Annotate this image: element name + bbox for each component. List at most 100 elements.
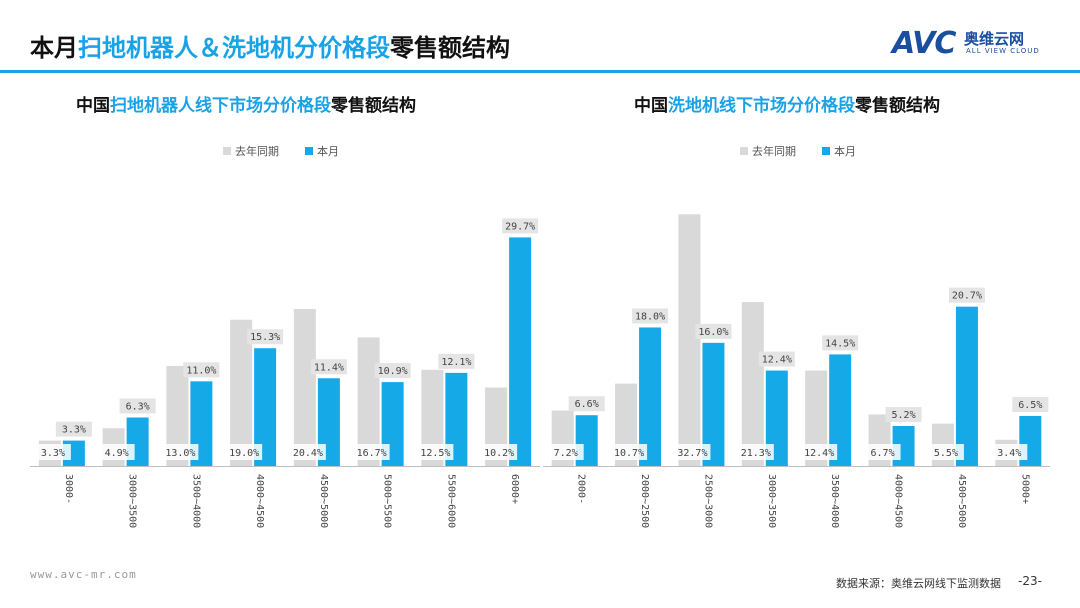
category-label-1: 2000~2500 [639, 474, 650, 528]
label-bg-curr-5 [885, 406, 922, 422]
data-label-curr-4: 14.5% [825, 338, 855, 349]
bar-prev-3 [741, 302, 764, 466]
label-bg-prev-6 [927, 444, 964, 460]
bar-prev-5 [357, 337, 380, 466]
data-label-curr-5: 5.2% [892, 410, 916, 421]
data-label-prev-0: 7.2% [554, 448, 578, 459]
page-number: -23- [1018, 574, 1042, 588]
label-bg-prev-5 [864, 444, 901, 460]
bar-curr-6 [955, 306, 978, 466]
category-label-7: 5000+ [1019, 474, 1030, 504]
footer-source: 数据来源：奥维云网线下监测数据 [836, 577, 1001, 590]
category-label-2: 3500~4000 [190, 474, 201, 528]
data-label-prev-5: 6.7% [871, 448, 895, 459]
label-bg-curr-1 [632, 308, 669, 324]
label-bg-curr-2 [695, 323, 732, 339]
label-bg-prev-3 [226, 444, 263, 460]
chart-title-robot-vacuum: 中国扫地机器人线下市场分价格段零售额结构 [76, 96, 416, 116]
chart-title-floor-washer: 中国洗地机线下市场分价格段零售额结构 [634, 96, 940, 116]
category-label-3: 3000~3500 [766, 474, 777, 528]
chart-1: 去年同期 本月 7.2% 6.6% 2000- 10.7% 18.0% 2000~2500 32… [543, 144, 1050, 528]
header-divider [0, 70, 1080, 73]
label-bg-curr-6 [438, 353, 475, 369]
chart-0: 去年同期 本月 3.3% 3.3% 3000- 4.9% 6.3% 3000~3500 13.0… [30, 144, 540, 528]
label-bg-curr-3 [247, 329, 284, 345]
bar-prev-3 [230, 319, 253, 466]
data-label-curr-7: 29.7% [505, 221, 535, 232]
bar-curr-4 [829, 354, 852, 466]
data-label-prev-4: 20.4% [293, 448, 323, 459]
bar-prev-4 [293, 308, 316, 466]
category-label-6: 4500~5000 [956, 474, 967, 528]
legend-swatch-1 [822, 147, 830, 155]
bar-curr-6 [445, 372, 468, 466]
label-bg-prev-2 [162, 444, 199, 460]
label-bg-curr-7 [502, 218, 539, 234]
category-label-3: 4000~4500 [254, 474, 265, 528]
label-bg-prev-7 [991, 444, 1028, 460]
category-label-2: 2500~3000 [702, 474, 713, 528]
label-bg-curr-0 [55, 421, 92, 437]
data-label-prev-6: 12.5% [420, 448, 450, 459]
legend-label-0: 去年同期 [235, 144, 279, 158]
bar-curr-1 [639, 327, 662, 466]
bar-prev-4 [805, 370, 828, 466]
data-label-prev-1: 4.9% [105, 448, 129, 459]
data-label-curr-5: 10.9% [378, 366, 408, 377]
label-bg-prev-1 [98, 444, 135, 460]
avc-logo: AVC 奥维云网 ALL VIEW CLOUD [892, 26, 1062, 61]
label-bg-prev-0 [547, 444, 584, 460]
data-label-prev-0: 3.3% [41, 448, 65, 459]
data-label-curr-4: 11.4% [314, 362, 344, 373]
data-label-prev-2: 13.0% [165, 448, 195, 459]
data-label-prev-3: 21.3% [741, 448, 771, 459]
footer-url: www.avc-mr.com [30, 568, 137, 581]
data-label-curr-3: 12.4% [762, 355, 792, 366]
bar-prev-2 [166, 365, 189, 466]
label-bg-curr-2 [183, 362, 220, 378]
legend-swatch-0 [740, 147, 748, 155]
category-label-0: 3000- [63, 474, 74, 504]
page-title: 本月扫地机器人＆洗地机分价格段零售额结构 [30, 34, 510, 62]
label-bg-prev-4 [801, 444, 838, 460]
data-label-prev-4: 12.4% [804, 448, 834, 459]
data-label-curr-3: 15.3% [250, 332, 280, 343]
category-label-0: 2000- [576, 474, 587, 504]
data-label-prev-7: 10.2% [484, 448, 514, 459]
data-label-prev-3: 19.0% [229, 448, 259, 459]
data-label-curr-2: 16.0% [698, 327, 728, 338]
label-bg-curr-3 [758, 351, 795, 367]
label-bg-curr-6 [948, 287, 985, 303]
category-label-6: 5500~6000 [445, 474, 456, 528]
legend-swatch-1 [305, 147, 313, 155]
label-bg-curr-0 [568, 396, 605, 412]
label-bg-prev-0 [34, 444, 71, 460]
data-label-curr-1: 6.3% [126, 402, 150, 413]
bar-prev-6 [421, 369, 444, 466]
data-label-curr-1: 18.0% [635, 311, 665, 322]
label-bg-prev-1 [611, 444, 648, 460]
bar-prev-2 [678, 214, 701, 466]
label-bg-prev-4 [289, 444, 326, 460]
logo-english-name: ALL VIEW CLOUD [966, 47, 1040, 55]
bar-curr-7 [509, 237, 532, 466]
category-label-4: 3500~4000 [829, 474, 840, 528]
data-label-curr-6: 20.7% [952, 291, 982, 302]
category-label-1: 3000~3500 [127, 474, 138, 528]
legend-swatch-0 [223, 147, 231, 155]
legend-label-0: 去年同期 [752, 144, 796, 158]
category-label-7: 6000+ [509, 474, 520, 504]
category-label-5: 4000~4500 [893, 474, 904, 528]
category-label-4: 4500~5000 [318, 474, 329, 528]
label-bg-curr-4 [310, 359, 347, 375]
data-label-prev-5: 16.7% [357, 448, 387, 459]
legend-label-1: 本月 [317, 144, 339, 158]
label-bg-curr-4 [822, 335, 859, 351]
bar-curr-3 [765, 370, 788, 466]
legend-label-1: 本月 [834, 144, 856, 158]
data-label-curr-0: 6.6% [575, 399, 599, 410]
data-label-curr-2: 11.0% [186, 365, 216, 376]
data-label-curr-7: 6.5% [1018, 400, 1042, 411]
data-label-prev-2: 32.7% [677, 448, 707, 459]
